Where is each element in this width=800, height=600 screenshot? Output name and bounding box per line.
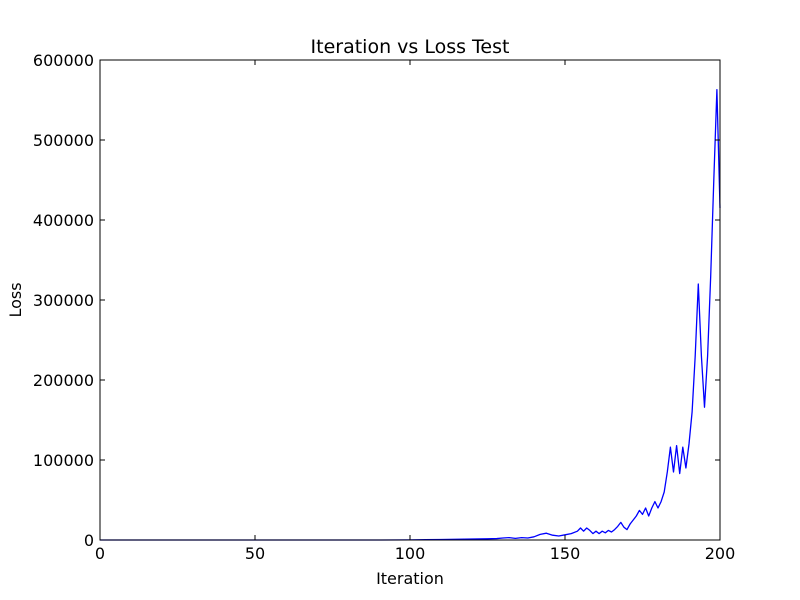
x-tick-label: 150 — [550, 544, 581, 563]
x-tick-label: 100 — [395, 544, 426, 563]
y-tick-label: 500000 — [33, 131, 94, 150]
x-tick-label: 50 — [245, 544, 265, 563]
y-tick-label: 400000 — [33, 211, 94, 230]
y-axis-title: Loss — [6, 282, 25, 317]
y-tick-label: 200000 — [33, 371, 94, 390]
chart-title: Iteration vs Loss Test — [311, 36, 510, 58]
plot-frame — [99, 59, 721, 541]
y-tick-label: 100000 — [33, 451, 94, 470]
series-line-0 — [100, 88, 721, 541]
y-tick-label: 0 — [84, 531, 94, 550]
y-tick-label: 600000 — [33, 51, 94, 70]
x-tick-label: 200 — [705, 544, 736, 563]
plot-area — [100, 88, 721, 541]
x-axis-title: Iteration — [376, 569, 444, 588]
axis-ticks: 0 50 100 150 200 0 100000 200000 300000 400000 500… — [33, 51, 735, 563]
x-tick-label: 0 — [95, 544, 105, 563]
y-tick-label: 300000 — [33, 291, 94, 310]
